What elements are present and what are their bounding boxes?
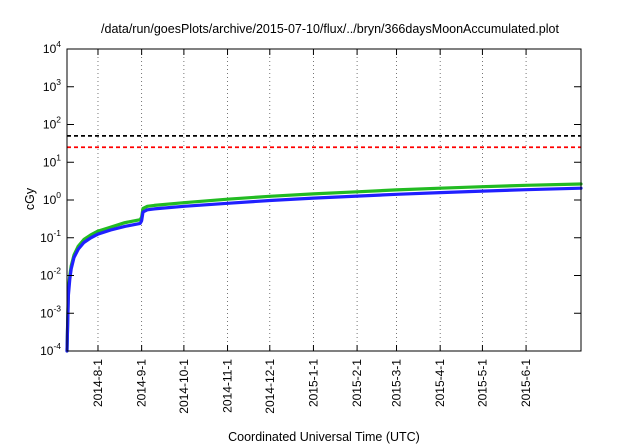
series-line <box>65 186 583 353</box>
y-tick-label: 103 <box>43 77 61 94</box>
y-tick-label: 10-2 <box>40 266 61 283</box>
x-axis-label: Coordinated Universal Time (UTC) <box>228 430 420 444</box>
chart-title: /data/run/goesPlots/archive/2015-07-10/f… <box>101 22 559 36</box>
reference-lines <box>67 134 581 149</box>
y-tick-label: 100 <box>43 190 61 207</box>
x-tick-label: 2015-3-1 <box>390 359 404 407</box>
series-layer <box>65 182 583 353</box>
y-tick-label: 10-1 <box>40 228 61 245</box>
x-tick-label: 2015-5-1 <box>475 359 489 407</box>
y-tick-label: 104 <box>43 39 61 56</box>
x-tick-label: 2014-12-1 <box>263 359 277 414</box>
x-axis-ticks: 2014-8-1 2014-9-1 2014-10-1 2014-11-1 2014-1… <box>91 49 533 414</box>
y-tick-label: 102 <box>43 115 61 132</box>
x-tick-label: 2015-6-1 <box>519 359 533 407</box>
x-tick-label: 2014-11-1 <box>221 359 235 413</box>
y-axis-label: cGy <box>23 187 37 210</box>
x-tick-label: 2014-9-1 <box>135 359 149 407</box>
series-line <box>65 182 583 353</box>
x-tick-label: 2014-8-1 <box>91 359 105 407</box>
x-tick-label: 2014-10-1 <box>177 359 191 414</box>
x-tick-label: 2015-4-1 <box>433 359 447 407</box>
y-tick-label: 10-4 <box>40 341 61 358</box>
grid-layer <box>97 49 527 351</box>
plot-frame <box>66 48 582 352</box>
x-tick-label: 2015-2-1 <box>350 359 364 407</box>
y-tick-label: 10-3 <box>40 303 61 320</box>
x-tick-label: 2015-1-1 <box>306 359 320 407</box>
y-axis-ticks: 10-4 10-3 10-2 10-1 100 101 102 103 104 <box>40 39 581 358</box>
y-tick-label: 101 <box>43 152 61 169</box>
